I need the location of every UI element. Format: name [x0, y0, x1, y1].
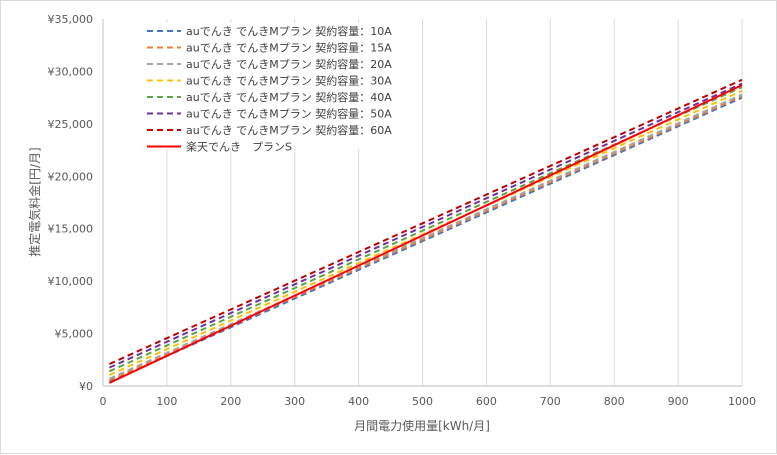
axes: [102, 19, 742, 387]
legend-label: auでんき でんきMプラン 契約容量：40A: [186, 90, 392, 104]
legend-label: 楽天でんき プランS: [186, 141, 292, 154]
y-tick-label: ¥0: [79, 380, 93, 393]
y-tick-labels: ¥0 ¥5,000 ¥10,000 ¥15,000 ¥20,000 ¥25,000 ¥30,…: [48, 13, 94, 393]
legend-label: auでんき でんきMプラン 契約容量：60A: [186, 123, 392, 137]
legend-label: auでんき でんきMプラン 契約容量：30A: [186, 74, 392, 88]
x-tick-label: 900: [668, 395, 689, 408]
x-tick-label: 600: [476, 395, 497, 408]
x-tick-label: 0: [100, 395, 107, 408]
x-tick-labels: 0 100 200 300 400 500 600 700 800 900 1000: [100, 395, 757, 408]
x-tick-label: 1000: [728, 395, 756, 408]
y-axis-title: 推定電気料金[円/月]: [27, 147, 42, 256]
legend-label: auでんき でんきMプラン 契約容量：15A: [186, 41, 392, 55]
series-line-4: [108, 89, 743, 376]
legend-label: auでんき でんきMプラン 契約容量：50A: [186, 107, 392, 121]
legend-label: auでんき でんきMプラン 契約容量：20A: [186, 57, 392, 71]
legend: auでんき でんきMプラン 契約容量：10A auでんき でんきMプラン 契約容量…: [141, 23, 411, 154]
x-tick-label: 800: [604, 395, 625, 408]
legend-label: auでんき でんきMプラン 契約容量：10A: [186, 24, 392, 38]
series-line-5: [108, 86, 743, 373]
series-lines: [108, 78, 743, 384]
series-line-3: [108, 93, 743, 380]
series-line-7: [108, 78, 743, 365]
x-tick-label: 500: [412, 395, 433, 408]
x-tick-label: 100: [156, 395, 177, 408]
y-tick-label: ¥30,000: [48, 65, 94, 78]
y-tick-label: ¥35,000: [48, 13, 94, 26]
x-tick-label: 700: [540, 395, 561, 408]
x-axis-title: 月間電力使用量[kWh/月]: [354, 418, 490, 433]
x-tick-label: 200: [220, 395, 241, 408]
y-tick-label: ¥10,000: [48, 275, 94, 288]
y-tick-label: ¥25,000: [48, 118, 94, 131]
y-tick-label: ¥20,000: [48, 170, 94, 183]
series-line-6: [108, 82, 743, 369]
x-tick-label: 400: [348, 395, 369, 408]
y-tick-label: ¥15,000: [48, 223, 94, 236]
series-line-1: [108, 96, 743, 383]
legend-background: [141, 23, 411, 149]
series-line-8: [108, 84, 743, 384]
x-tick-label: 300: [284, 395, 305, 408]
y-tick-label: ¥5,000: [55, 328, 94, 341]
